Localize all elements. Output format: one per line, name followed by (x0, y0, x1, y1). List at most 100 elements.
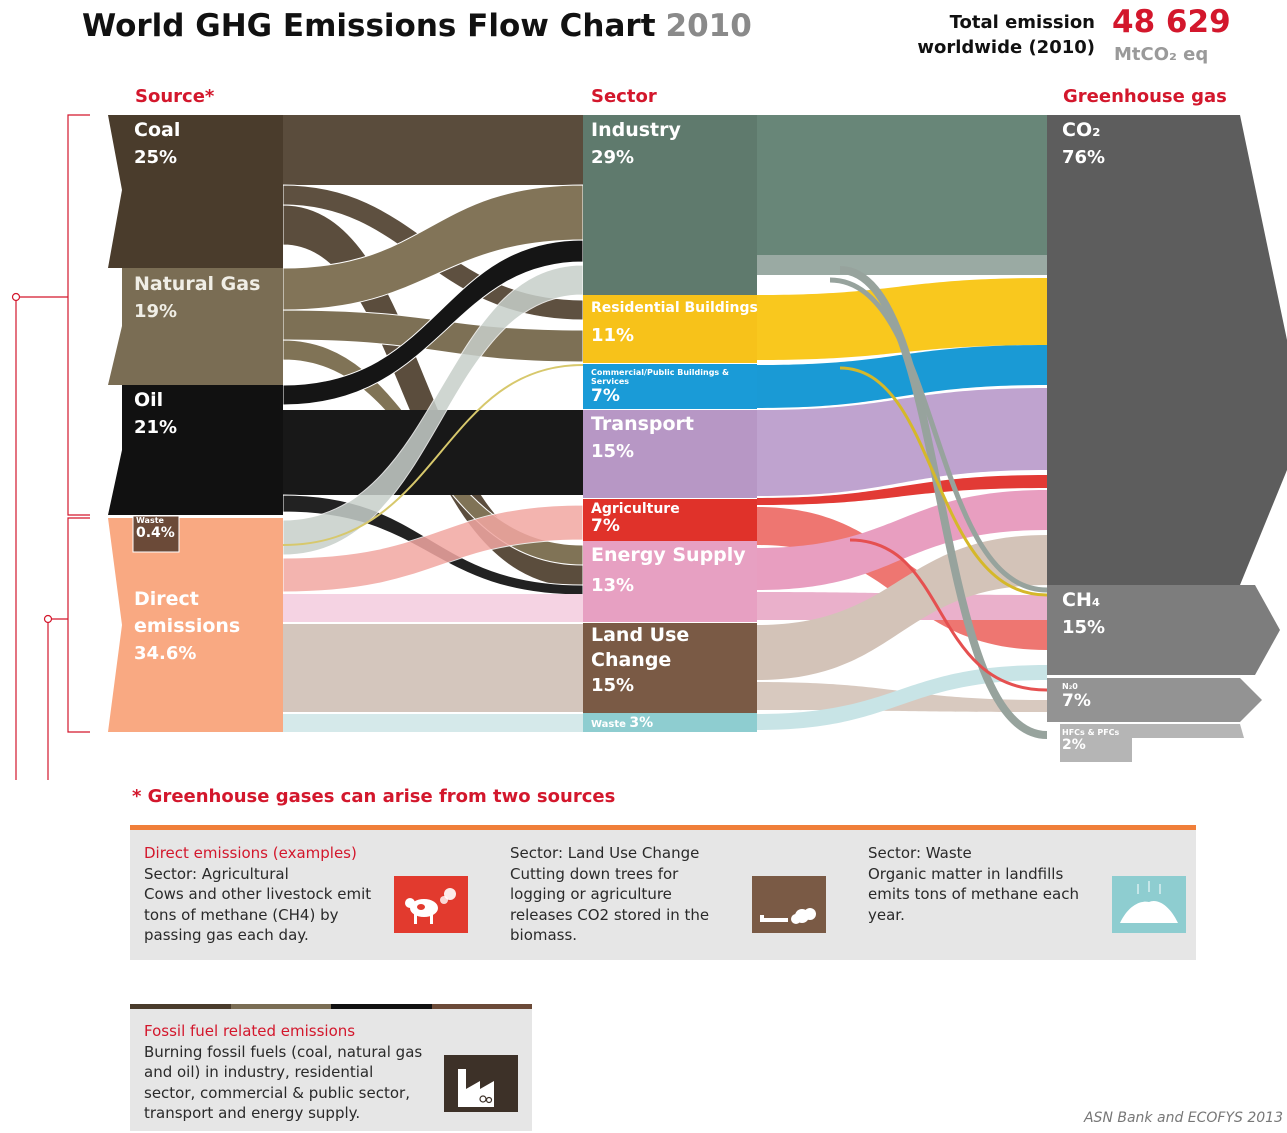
sector-node-residential (583, 295, 757, 363)
sector-node-industry (583, 115, 757, 295)
flow-oil-transport (283, 410, 583, 495)
direct-col-waste: Sector: Waste Organic matter in landfill… (868, 843, 1100, 925)
sector-label-agriculture: Agriculture 7% (591, 501, 680, 535)
sector-label-energy-supply: Energy Supply 13% (591, 542, 746, 599)
total-label-line2: worldwide (2010) (917, 37, 1095, 58)
gas-label-n2o: N₂0 7% (1062, 682, 1091, 711)
gas-node-ch4 (1047, 585, 1280, 675)
sector-pct-agriculture: 7% (591, 516, 620, 536)
source-nodes (108, 115, 283, 732)
source-node-oil (108, 385, 283, 515)
source-label-coal: Coal 25% (134, 117, 180, 171)
direct-col1-line1: Sector: Agricultural (144, 864, 289, 883)
gas-name-hfc: HFCs & PFCs (1062, 728, 1120, 737)
source-name-waste: Waste (136, 516, 164, 525)
sector-name-agriculture: Agriculture (591, 501, 680, 517)
sector-label-waste: Waste 3% (591, 715, 653, 731)
sector-label-transport: Transport 15% (591, 411, 694, 465)
gas-node-n2o (1047, 678, 1262, 722)
direct-panel-accent (130, 825, 1196, 830)
source-pct-natural-gas: 19% (134, 301, 178, 322)
sector-name-commercial: Commercial/Public Buildings & Services (591, 368, 729, 386)
direct-col-agriculture: Direct emissions (examples) Sector: Agri… (144, 843, 394, 946)
sector-label-land-use: Land Use Change 15% (591, 623, 701, 698)
source-label-natural-gas: Natural Gas 19% (134, 271, 260, 325)
flow-gas-residential-line (282, 364, 584, 546)
gas-node-hfc (1060, 724, 1244, 762)
flow-direct-energy (283, 594, 583, 622)
flow-waste-ch4 (757, 665, 1047, 730)
sector-pct-waste: 3% (629, 715, 654, 731)
sector-name-land-use: Land Use Change (591, 624, 690, 671)
tree-cutting-icon (752, 876, 826, 933)
flow-industry-co2 (757, 115, 1047, 255)
sector-label-industry: Industry 29% (591, 117, 681, 171)
source-node-direct (108, 518, 283, 732)
sector-node-transport (583, 410, 757, 498)
total-label-line1: Total emission (949, 12, 1095, 33)
direct-emissions-panel: Direct emissions (examples) Sector: Agri… (130, 825, 1196, 960)
sector-node-land-use (583, 623, 757, 713)
source-name-direct: Direct emissions (134, 588, 241, 637)
note-title: * Greenhouse gases can arise from two so… (132, 786, 616, 807)
sector-pct-commercial: 7% (591, 386, 620, 406)
source-label-waste: Waste 0.4% (136, 516, 175, 541)
flow-residential-line (839, 366, 1048, 597)
source-column-header: Source* (135, 86, 215, 107)
direct-panel-title: Direct emissions (examples) (144, 844, 357, 862)
gas-pct-hfc: 2% (1062, 737, 1086, 753)
source-name-natural-gas: Natural Gas (134, 273, 261, 295)
gas-column-header: Greenhouse gas (1063, 86, 1227, 107)
sector-name-industry: Industry (591, 119, 681, 141)
source-pct-oil: 21% (134, 417, 178, 438)
chart-title-text: World GHG Emissions Flow Chart (82, 8, 656, 44)
direct-col2-body: Cutting down trees for logging or agricu… (510, 864, 710, 945)
total-emission-label: Total emission worldwide (2010) (917, 10, 1095, 60)
sector-pct-residential: 11% (591, 325, 635, 346)
source-pct-direct: 34.6% (134, 643, 197, 664)
fossil-panel-accent (130, 1004, 532, 1009)
sector-column-header: Sector (591, 86, 657, 107)
flow-residential-co2 (757, 278, 1047, 360)
source-node-coal (108, 115, 283, 268)
gas-name-ch4: CH₄ (1062, 589, 1101, 611)
sector-label-residential: Residential Buildings 11% (591, 300, 758, 346)
chart-title: World GHG Emissions Flow Chart 2010 (82, 8, 752, 44)
direct-col1-body: Cows and other livestock emit tons of me… (144, 885, 372, 944)
flow-diagram (11, 114, 1287, 780)
sector-pct-land-use: 15% (591, 675, 635, 696)
source-pct-waste: 0.4% (136, 525, 175, 541)
flow-industry-other (757, 255, 1047, 275)
flow-industry-ch4-line (829, 277, 1048, 593)
sector-pct-industry: 29% (591, 147, 635, 168)
fossil-panel-title: Fossil fuel related emissions (144, 1022, 356, 1040)
factory-icon (444, 1055, 518, 1112)
sector-pct-energy-supply: 13% (591, 575, 635, 596)
flow-energy-co2 (757, 490, 1047, 590)
direct-col3-line1: Sector: Waste (868, 844, 972, 862)
direct-col3-body: Organic matter in landfills emits tons o… (868, 864, 1079, 924)
gas-label-hfc: HFCs & PFCs 2% (1062, 728, 1119, 753)
source-node-natural-gas (108, 268, 283, 385)
source-brackets (11, 114, 90, 780)
flow-commercial-co2 (757, 345, 1047, 408)
fossil-fuel-panel: Fossil fuel related emissions Burning fo… (130, 1004, 532, 1131)
flow-agri-line (849, 538, 1048, 692)
source-sector-flows (282, 115, 584, 732)
direct-col-land-use: Sector: Land Use Change Cutting down tre… (510, 843, 730, 946)
cow-icon (394, 876, 468, 933)
gas-name-co2: CO₂ (1062, 119, 1101, 141)
sector-node-commercial (583, 364, 757, 409)
gas-pct-n2o: 7% (1062, 691, 1091, 711)
total-emission-unit: MtCO₂ eq (1114, 44, 1209, 65)
gas-label-co2: CO₂ 76% (1062, 117, 1105, 171)
direct-col2-line1: Sector: Land Use Change (510, 844, 700, 862)
fossil-panel-text: Fossil fuel related emissions Burning fo… (144, 1021, 424, 1124)
gas-node-co2 (1047, 115, 1287, 585)
source-pct-coal: 25% (134, 147, 178, 168)
gas-pct-ch4: 15% (1062, 617, 1106, 638)
sector-nodes (583, 115, 757, 732)
sector-pct-transport: 15% (591, 441, 635, 462)
sector-name-transport: Transport (591, 413, 695, 435)
credit-text: ASN Bank and ECOFYS 2013 (1083, 1110, 1283, 1126)
